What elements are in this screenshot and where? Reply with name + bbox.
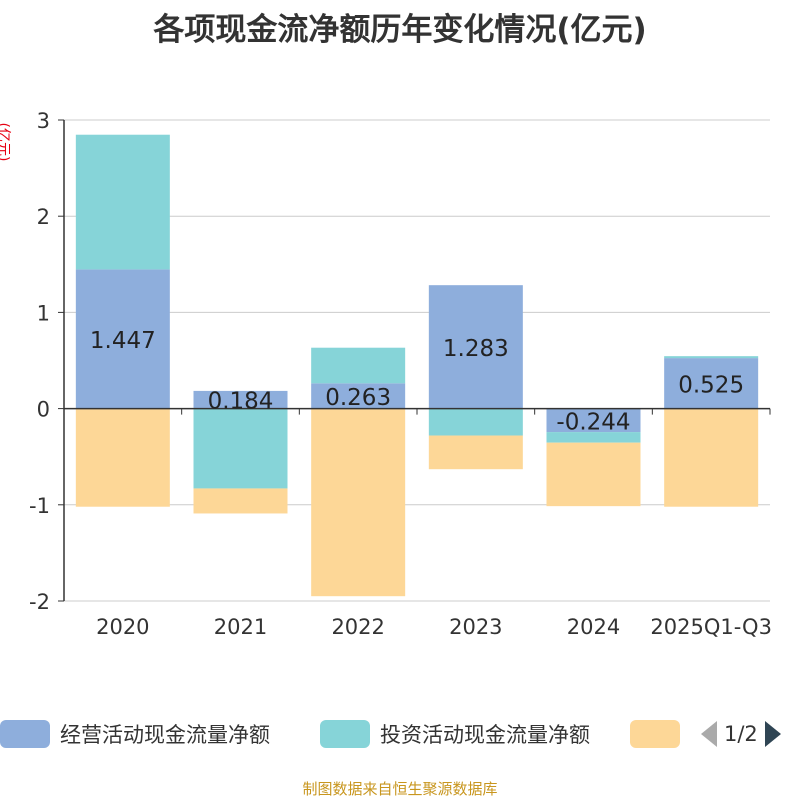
legend-pager: 1/2 (700, 717, 782, 751)
chart-title: 各项现金流净额历年变化情况(亿元) (153, 12, 647, 48)
bar-series0-2025Q1-Q3 (664, 358, 759, 409)
y-tick-label: 0 (37, 398, 50, 422)
data-label: 1.447 (90, 328, 156, 354)
data-label: 0.525 (678, 372, 744, 398)
legend-item-investing[interactable]: 投资活动现金流量净额 (320, 717, 590, 751)
legend-item-operating[interactable]: 经营活动现金流量净额 (0, 717, 270, 751)
x-tick-label: 2020 (96, 615, 149, 639)
x-tick-label: 2021 (214, 615, 267, 639)
x-tick-label: 2025Q1-Q3 (650, 615, 772, 639)
x-tick-label: 2024 (567, 615, 620, 639)
bar-series0-2022 (311, 383, 406, 409)
y-tick-label: -1 (29, 494, 50, 518)
y-tick-label: 1 (37, 301, 50, 325)
legend-label-investing: 投资活动现金流量净额 (380, 723, 590, 747)
y-tick-label: -2 (29, 590, 50, 614)
legend-swatch-operating (0, 720, 50, 748)
bar-series2-2025Q1-Q3 (664, 408, 759, 507)
bar-series0-2020 (75, 269, 170, 409)
bar-series1-2023 (428, 408, 523, 436)
bar-series1-2022 (311, 347, 406, 384)
bar-series1-2024 (546, 432, 641, 443)
bar-series1-2025Q1-Q3 (664, 356, 759, 359)
data-label: 0.263 (325, 385, 391, 411)
bar-series0-2024 (546, 408, 641, 433)
bar-series1-2021 (193, 408, 288, 489)
legend-swatch-financing (630, 720, 680, 748)
bar-series0-2023 (428, 285, 523, 409)
data-label: 0.184 (208, 389, 274, 415)
legend-swatch-investing (320, 720, 370, 748)
bar-series2-2022 (311, 408, 406, 597)
legend-label-operating: 经营活动现金流量净额 (60, 723, 270, 747)
source-note: 制图数据来自恒生聚源数据库 (302, 780, 498, 798)
y-tick-label: 2 (37, 205, 50, 229)
prev-page-icon[interactable] (700, 720, 718, 748)
x-tick-label: 2022 (331, 615, 384, 639)
x-tick-label: 2023 (449, 615, 502, 639)
data-label: 1.283 (443, 336, 509, 362)
bar-series0-2021 (193, 390, 288, 409)
bar-series2-2024 (546, 442, 641, 507)
data-label: -0.244 (556, 409, 630, 435)
bar-series2-2020 (75, 408, 170, 507)
bar-series1-2020 (75, 134, 170, 270)
next-page-icon[interactable] (764, 720, 782, 748)
chart-plot: 3 2 1 0 -1 -2 1.447 0.184 0.263 1.283 -0.244 0.525 2… (29, 109, 772, 639)
legend-page-indicator: 1/2 (724, 722, 758, 746)
y-tick-label: 3 (37, 109, 50, 133)
legend-item-financing[interactable] (630, 717, 690, 751)
bar-series2-2023 (428, 435, 523, 470)
bar-series2-2021 (193, 488, 288, 514)
